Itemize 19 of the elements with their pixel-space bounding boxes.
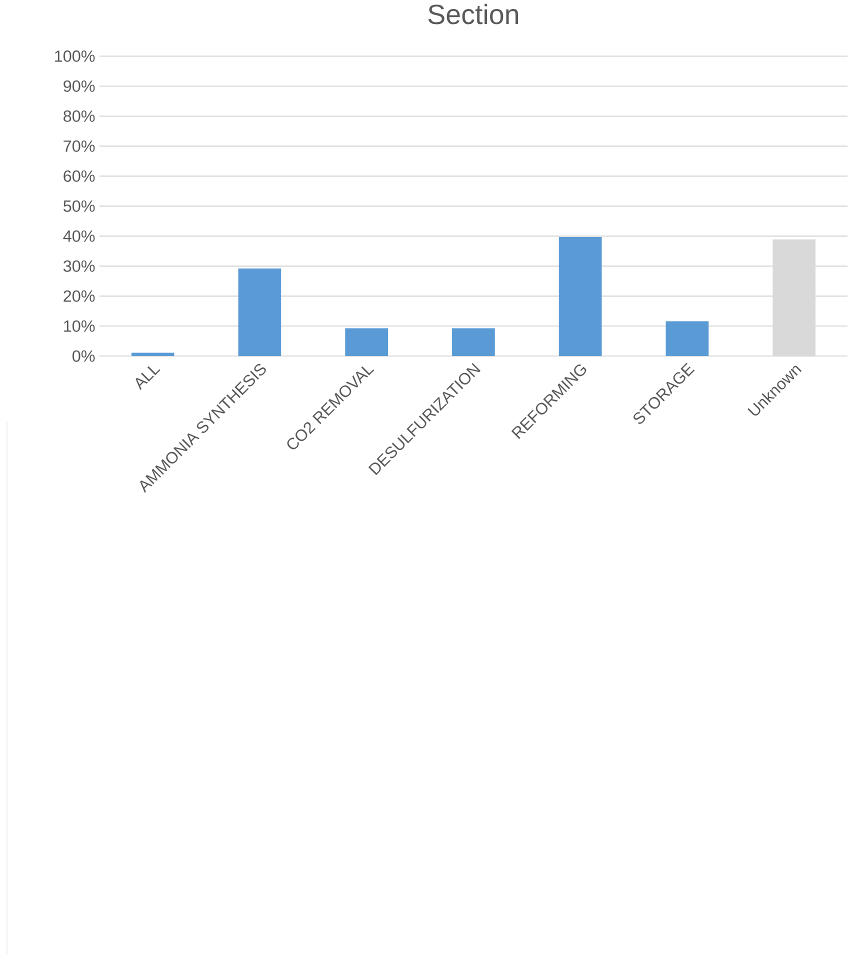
y-tick-label: 80% [64, 110, 95, 122]
bar [345, 328, 388, 356]
bar [131, 352, 174, 356]
y-tick-label: 100% [55, 50, 95, 62]
y-tick-label: 40% [63, 230, 95, 242]
y-tick-label: 50% [63, 200, 95, 212]
y-tick-label: 20% [64, 290, 95, 302]
chart-title: Section [428, 4, 518, 24]
y-tick-label: 60% [64, 170, 95, 182]
y-tick-label: 30% [63, 260, 95, 272]
bar [238, 268, 282, 356]
y-tick-label: 90% [64, 80, 95, 92]
bar [666, 321, 709, 356]
x-tick-label: ALL [136, 366, 160, 390]
y-tick-label: 0% [72, 350, 95, 362]
y-tick-label: 10% [64, 320, 95, 332]
bar [558, 237, 602, 356]
bar [452, 328, 495, 356]
y-tick-label: 70% [64, 140, 95, 152]
